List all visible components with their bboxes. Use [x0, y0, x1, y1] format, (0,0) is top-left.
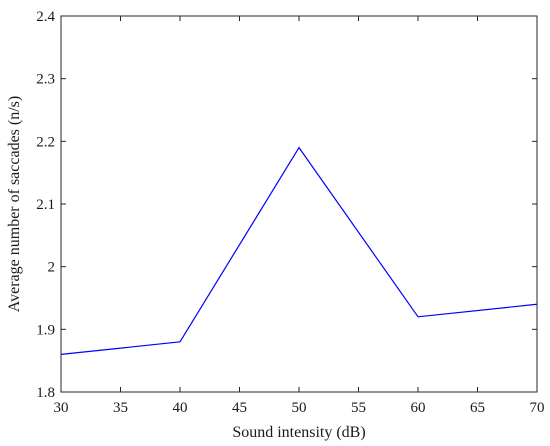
y-axis-label: Average number of saccades (n/s) — [6, 96, 23, 313]
y-tick-label: 2 — [48, 260, 56, 276]
plot-area-frame — [60, 15, 538, 393]
series-layer — [60, 146, 538, 355]
x-tick-label: 60 — [411, 400, 426, 416]
y-tick-label: 2.3 — [36, 72, 55, 88]
x-tick-label: 30 — [54, 400, 69, 416]
tick-labels: 30 35 40 45 50 55 60 65 70 1.8 1.9 2 2.1 2.2 2.3 2.4 — [36, 9, 544, 416]
axis-ticks — [60, 15, 538, 393]
series-line — [60, 146, 538, 355]
x-tick-label: 40 — [173, 400, 188, 416]
y-tick-label: 2.1 — [36, 197, 55, 213]
x-tick-label: 65 — [470, 400, 485, 416]
x-tick-label: 70 — [530, 400, 545, 416]
x-axis-label: Sound intensity (dB) — [232, 424, 365, 441]
y-tick-label: 2.2 — [36, 134, 55, 150]
y-tick-label: 1.8 — [36, 385, 55, 401]
y-tick-label: 2.4 — [36, 9, 55, 25]
x-tick-label: 45 — [232, 400, 247, 416]
x-tick-label: 55 — [351, 400, 366, 416]
y-tick-label: 1.9 — [36, 322, 55, 338]
x-tick-label: 35 — [113, 400, 128, 416]
x-tick-label: 50 — [292, 400, 307, 416]
